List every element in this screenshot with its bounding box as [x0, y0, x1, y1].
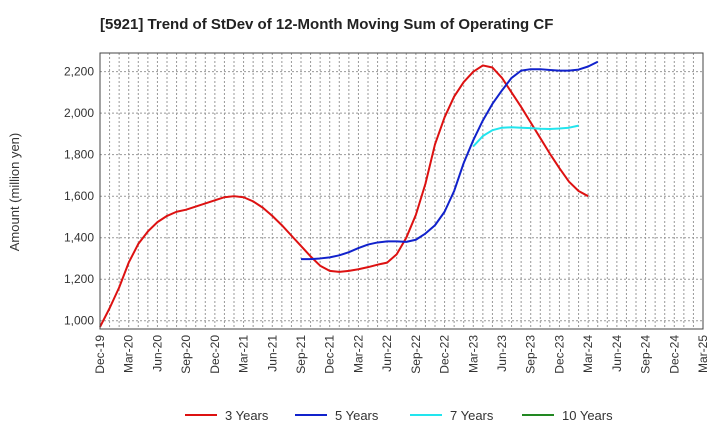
x-ticks: Dec-19 Mar-20 Jun-20 Sep-20 Dec-20 Mar-21 Jun-…	[93, 335, 710, 374]
x-tick-label: Sep-20	[179, 335, 193, 374]
x-tick-label: Sep-23	[524, 335, 538, 374]
plot-area-frame	[99, 52, 704, 330]
x-tick-label: Sep-24	[639, 335, 653, 374]
y-tick-label: 1,200	[64, 272, 94, 286]
y-tick-label: 2,200	[64, 65, 94, 79]
legend-label: 3 Years	[225, 408, 269, 423]
x-tick-label: Dec-19	[93, 335, 107, 374]
y-tick-label: 1,400	[64, 231, 94, 245]
y-ticks: 1,000 1,200 1,400 1,600 1,800 2,000 2,200	[64, 65, 94, 328]
x-tick-label: Jun-24	[610, 335, 624, 372]
x-tick-label: Mar-25	[696, 335, 710, 373]
x-tick-label: Mar-22	[351, 335, 365, 373]
x-tick-label: Mar-21	[237, 335, 251, 373]
legend-label: 5 Years	[335, 408, 379, 423]
x-tick-label: Dec-20	[208, 335, 222, 374]
series-line-2	[301, 60, 599, 261]
x-tick-label: Jun-23	[495, 335, 509, 372]
x-tick-label: Jun-20	[150, 335, 164, 372]
chart-title: [5921] Trend of StDev of 12-Month Moving…	[100, 16, 553, 33]
y-axis-label: Amount (million yen)	[7, 133, 22, 252]
x-tick-label: Dec-24	[667, 335, 681, 374]
x-tick-label: Sep-22	[409, 335, 423, 374]
y-tick-label: 2,000	[64, 106, 94, 120]
x-tick-label: Sep-21	[294, 335, 308, 374]
x-tick-label: Dec-22	[438, 335, 452, 374]
legend-label: 10 Years	[562, 408, 613, 423]
x-tick-label: Mar-24	[581, 335, 595, 373]
x-tick-label: Dec-21	[323, 335, 337, 374]
x-tick-label: Mar-20	[122, 335, 136, 373]
x-tick-label: Mar-23	[466, 335, 480, 373]
x-tick-label: Jun-21	[265, 335, 279, 372]
y-tick-label: 1,000	[64, 314, 94, 328]
series-lines	[99, 60, 599, 328]
legend-label: 7 Years	[450, 408, 494, 423]
legend: 3 Years 5 Years 7 Years 10 Years	[185, 408, 613, 423]
series-line-3	[472, 124, 579, 148]
y-tick-label: 1,800	[64, 148, 94, 162]
x-tick-label: Jun-22	[380, 335, 394, 372]
grid	[99, 53, 704, 329]
y-tick-label: 1,600	[64, 189, 94, 203]
x-tick-label: Dec-23	[552, 335, 566, 374]
